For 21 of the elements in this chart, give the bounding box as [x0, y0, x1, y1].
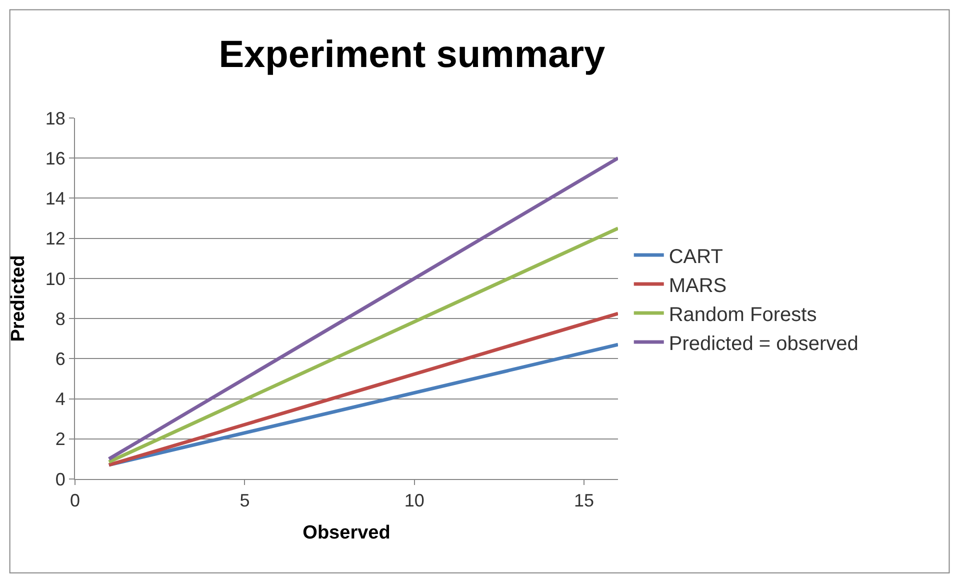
y-tick-label: 18 [45, 108, 66, 128]
legend-label: MARS [668, 274, 727, 297]
x-axis-title: Observed [302, 522, 390, 544]
x-tick-label: 5 [240, 490, 250, 511]
y-tick-label: 0 [55, 469, 66, 490]
x-tick-label: 0 [70, 490, 80, 511]
y-tick-label: 8 [55, 308, 66, 329]
chart-title: Experiment summary [218, 34, 606, 76]
y-axis-title: Predicted [8, 255, 30, 342]
y-tick-label: 12 [45, 228, 66, 249]
y-tick-label: 6 [55, 348, 66, 369]
legend-label: Random Forests [668, 304, 817, 326]
legend-label: Predicted = observed [668, 332, 858, 355]
y-tick-label: 2 [55, 429, 66, 450]
y-tick-label: 10 [45, 268, 66, 289]
x-tick-label: 15 [574, 490, 594, 511]
y-tick-label: 4 [55, 389, 66, 410]
y-tick-label: 14 [45, 188, 66, 209]
legend-label: CART [668, 246, 723, 268]
x-tick-label: 10 [404, 490, 424, 511]
y-tick-label: 16 [45, 148, 66, 168]
